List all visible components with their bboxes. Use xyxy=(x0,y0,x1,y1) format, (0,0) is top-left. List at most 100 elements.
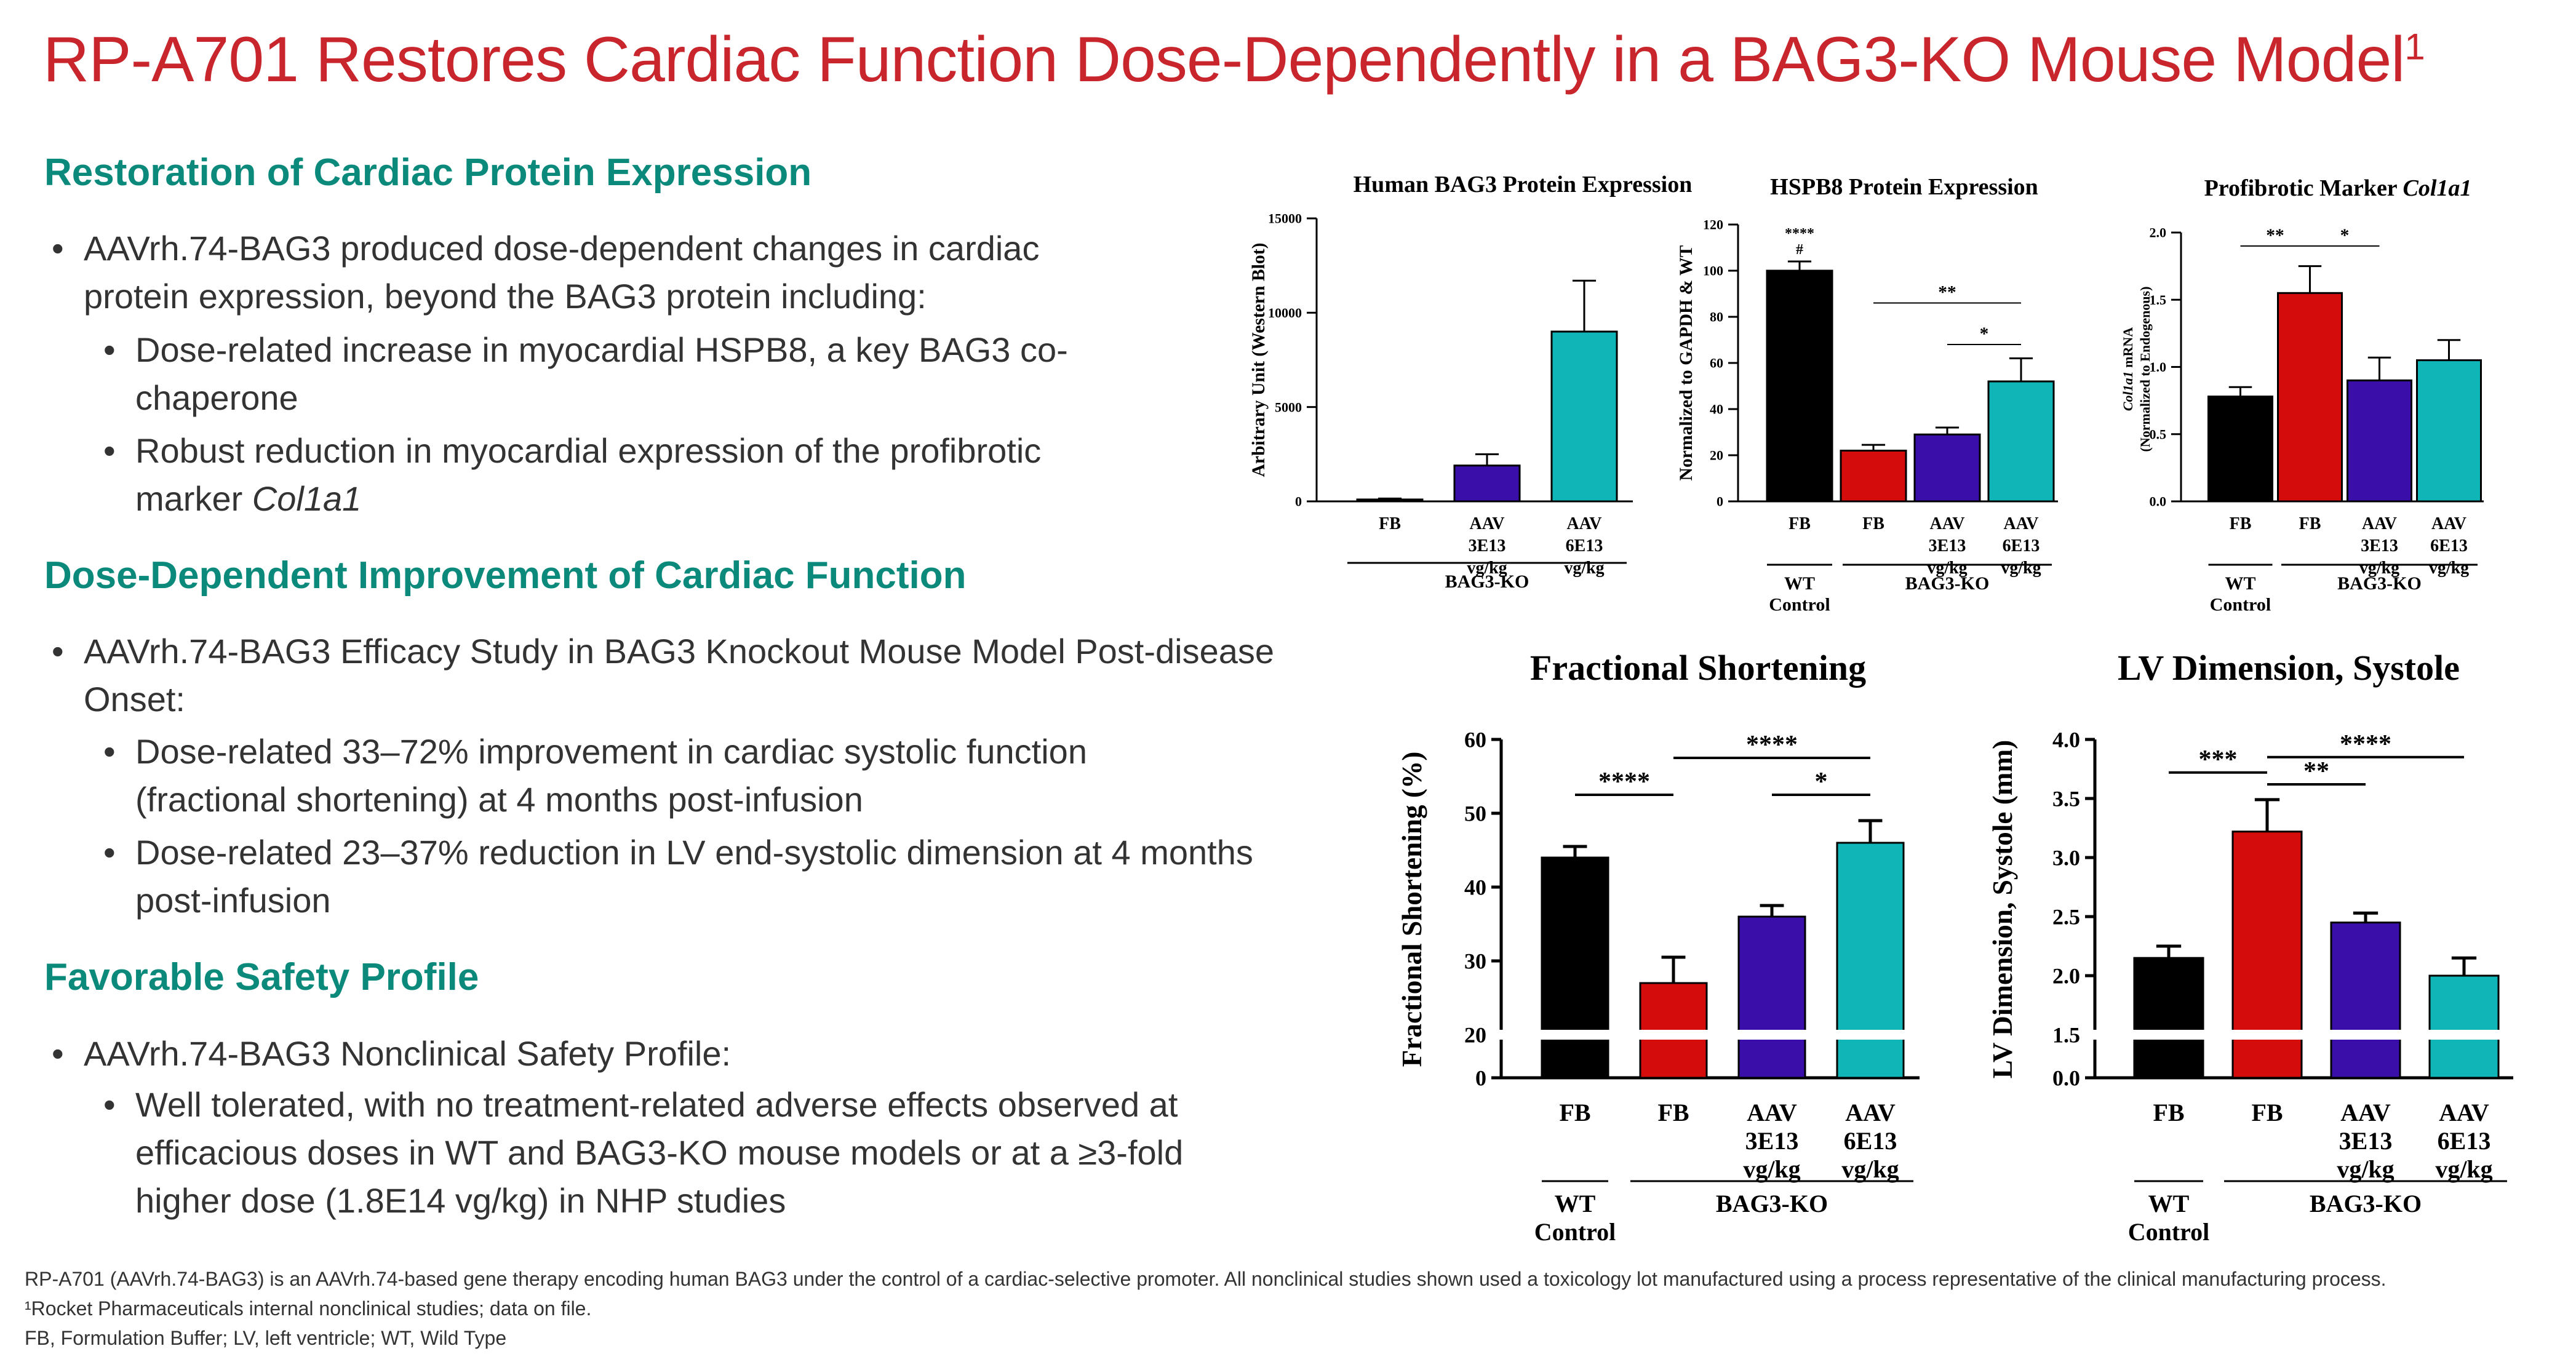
significance-label: ** xyxy=(2303,757,2329,786)
x-tick-label: AAV xyxy=(1747,1099,1797,1126)
y-tick-label: 2.0 xyxy=(2150,225,2167,241)
significance-label: * xyxy=(2340,226,2350,245)
x-tick-label: AAV xyxy=(1469,514,1504,533)
subbullet-col1a1: • Robust reduction in myocardial express… xyxy=(103,427,1041,523)
bullet-icon: • xyxy=(52,632,64,671)
bullet-icon: • xyxy=(103,1085,116,1124)
footnote-line: FB, Formulation Buffer; LV, left ventric… xyxy=(25,1327,507,1349)
x-tick-label: AAV xyxy=(1929,514,1964,533)
y-axis-label: Normalized to GAPDH & WT xyxy=(1677,245,1696,480)
y-axis-label: LV Dimension, Systole (mm) xyxy=(1987,740,2018,1078)
y-tick-label: 50 xyxy=(1464,802,1486,826)
bullet-text-line: marker Col1a1 xyxy=(135,475,1041,523)
group-label-ko: BAG3-KO xyxy=(1905,573,1990,594)
bar xyxy=(1987,380,2055,503)
group-label-control: Control xyxy=(1769,595,1830,615)
bullet-icon: • xyxy=(103,431,116,470)
y-tick-label: 3.0 xyxy=(2052,846,2080,870)
chart-2: HSPB8 Protein Expression Normalized to GA… xyxy=(1677,174,2058,615)
significance-mark: **** xyxy=(1785,226,1814,242)
x-tick-label: FB xyxy=(2153,1099,2184,1126)
bar xyxy=(1836,842,1905,1079)
chart-title: HSPB8 Protein Expression xyxy=(1770,174,2038,200)
y-tick-label: 0.0 xyxy=(2052,1066,2080,1091)
y-tick-label: 20 xyxy=(1464,1023,1486,1048)
y-tick-label: 60 xyxy=(1464,728,1486,752)
x-tick-label: vg/kg xyxy=(2337,1155,2394,1183)
x-tick-label: 3E13 xyxy=(1745,1127,1799,1155)
y-tick-label: 0 xyxy=(1475,1066,1486,1091)
y-axis-label: Col1a1 mRNA xyxy=(2120,327,2135,411)
y-tick-label: 1.5 xyxy=(2150,292,2167,308)
x-tick-label: vg/kg xyxy=(2001,559,2041,578)
y-tick-label: 0.5 xyxy=(2150,426,2167,442)
bar xyxy=(1541,856,1609,1079)
x-tick-label: vg/kg xyxy=(1467,559,1507,578)
bullet-text-line: Dose-related increase in myocardial HSPB… xyxy=(135,330,1068,369)
y-tick-label: 3.5 xyxy=(2052,787,2080,811)
x-tick-label: vg/kg xyxy=(1564,559,1604,578)
significance-label: **** xyxy=(1598,768,1650,796)
x-tick-label: 6E13 xyxy=(1566,536,1603,556)
x-tick-label: vg/kg xyxy=(1743,1155,1800,1183)
chart-5: LV Dimension, Systole LV Dimension, Systo… xyxy=(1987,648,2513,1246)
chart-title: Fractional Shortening xyxy=(1530,648,1866,688)
bullet-text-line: efficacious doses in WT and BAG3-KO mous… xyxy=(135,1133,1184,1172)
bullet-text-line: Dose-related 33–72% improvement in cardi… xyxy=(135,732,1087,771)
x-tick-label: FB xyxy=(1379,514,1401,533)
group-label-ko: BAG3-KO xyxy=(1445,571,1529,592)
bar xyxy=(1550,330,1618,503)
x-tick-label: FB xyxy=(1788,514,1811,533)
bullet-safety-profile: • AAVrh.74-BAG3 Nonclinical Safety Profi… xyxy=(52,1030,731,1078)
gene-name: Col1a1 xyxy=(252,479,362,518)
bullet-text-line: chaperone xyxy=(135,378,298,417)
bullet-text-fragment: marker xyxy=(135,479,252,518)
x-tick-label: vg/kg xyxy=(2429,559,2469,578)
y-tick-label: 80 xyxy=(1710,309,1723,325)
bullet-icon: • xyxy=(103,732,116,771)
bar xyxy=(2428,974,2500,1079)
significance-label: ** xyxy=(2266,226,2284,245)
x-tick-label: AAV xyxy=(1566,514,1601,533)
bar xyxy=(2133,957,2204,1079)
x-tick-label: 6E13 xyxy=(2003,536,2040,556)
y-axis-label-gene: Col1a1 xyxy=(2120,371,2135,411)
group-label-control: Control xyxy=(2128,1218,2210,1246)
group-label-ko: BAG3-KO xyxy=(2310,1190,2422,1217)
bullet-text-line: AAVrh.74-BAG3 Efficacy Study in BAG3 Kno… xyxy=(84,632,1275,671)
significance-mark: # xyxy=(1796,242,1803,258)
x-tick-label: FB xyxy=(1559,1099,1590,1126)
chart-title-gene: Col1a1 xyxy=(2403,175,2472,201)
bar xyxy=(1913,433,1981,503)
y-tick-label: 1.5 xyxy=(2052,1023,2080,1048)
y-tick-label: 1.0 xyxy=(2150,359,2167,375)
slide-title: RP-A701 Restores Cardiac Function Dose-D… xyxy=(43,23,2425,97)
x-tick-label: AAV xyxy=(1845,1099,1896,1126)
footnote-line: ¹Rocket Pharmaceuticals internal nonclin… xyxy=(25,1297,592,1320)
axis-break xyxy=(2083,1030,2513,1040)
bar xyxy=(2347,379,2412,503)
bar xyxy=(1766,269,1833,503)
x-tick-label: 6E13 xyxy=(1844,1127,1897,1155)
x-tick-label: FB xyxy=(2251,1099,2283,1126)
bullet-text-line: Well tolerated, with no treatment-relate… xyxy=(135,1085,1178,1124)
bar xyxy=(1356,498,1424,503)
bullet-icon: • xyxy=(52,1034,64,1073)
chart-title: Profibrotic Marker Col1a1 xyxy=(2204,175,2472,201)
y-tick-label: 4.0 xyxy=(2052,728,2080,752)
bar xyxy=(1840,450,1907,503)
bullet-text-line: higher dose (1.8E14 vg/kg) in NHP studie… xyxy=(135,1181,786,1220)
significance-label: ** xyxy=(1938,283,1956,303)
y-tick-label: 40 xyxy=(1464,875,1486,900)
y-axis-label-text: mRNA xyxy=(2120,327,2135,372)
x-tick-label: 3E13 xyxy=(1469,536,1506,556)
slide-title-text: RP-A701 Restores Cardiac Function Dose-D… xyxy=(43,24,2405,95)
significance-label: * xyxy=(1980,324,1989,344)
footnote-line: RP-A701 (AAVrh.74-BAG3) is an AAVrh.74-b… xyxy=(25,1268,2387,1290)
group-label-wt: WT xyxy=(2225,573,2255,594)
y-tick-label: 30 xyxy=(1464,949,1486,974)
x-tick-label: AAV xyxy=(2362,514,2397,533)
x-tick-label: 3E13 xyxy=(2361,536,2398,556)
y-tick-label: 20 xyxy=(1710,448,1723,463)
y-tick-label: 10000 xyxy=(1268,305,1302,321)
